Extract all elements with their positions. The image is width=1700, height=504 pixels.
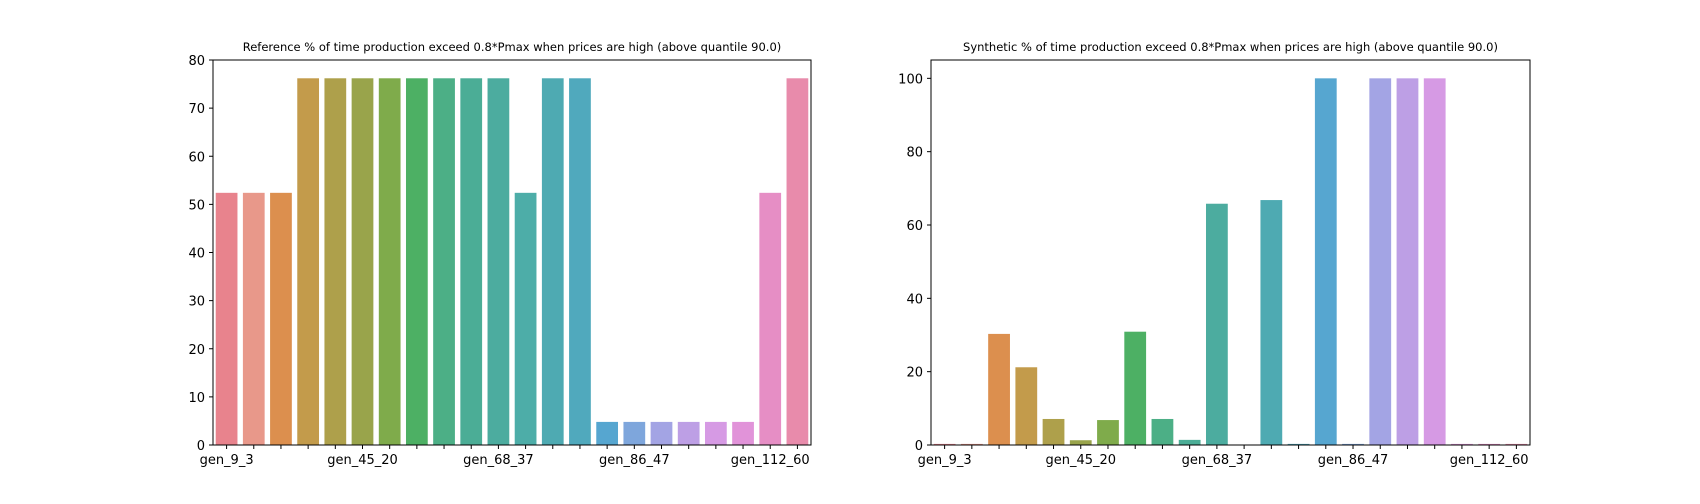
bar bbox=[786, 78, 809, 445]
bar bbox=[650, 421, 673, 445]
bar bbox=[1205, 203, 1228, 445]
x-tick-label: gen_9_3 bbox=[918, 453, 972, 468]
y-tick-label: 0 bbox=[197, 439, 205, 454]
bar bbox=[405, 78, 428, 445]
y-tick-label: 60 bbox=[906, 219, 923, 234]
bar bbox=[297, 78, 320, 445]
bar bbox=[933, 443, 956, 445]
bar bbox=[759, 192, 782, 445]
bar bbox=[433, 78, 455, 445]
bar bbox=[1342, 443, 1364, 445]
bar bbox=[1505, 443, 1528, 445]
bar bbox=[270, 192, 292, 445]
axes-frame bbox=[930, 59, 1531, 446]
bar bbox=[732, 421, 754, 445]
x-tick-label: gen_112_60 bbox=[1450, 453, 1529, 468]
bar bbox=[1396, 78, 1419, 445]
x-tick-label: gen_45_20 bbox=[1045, 453, 1116, 468]
bar bbox=[596, 421, 619, 445]
bar bbox=[1151, 418, 1174, 445]
y-tick-label: 70 bbox=[188, 102, 205, 117]
y-tick-label: 40 bbox=[906, 292, 923, 307]
bar bbox=[1451, 443, 1473, 445]
bar bbox=[1260, 200, 1283, 445]
bar bbox=[988, 333, 1010, 445]
bar bbox=[704, 421, 727, 445]
bar bbox=[460, 78, 483, 445]
y-tick-label: 80 bbox=[188, 54, 205, 69]
y-tick-label: 30 bbox=[188, 295, 205, 310]
bar bbox=[514, 192, 537, 445]
x-tick-label: gen_9_3 bbox=[200, 453, 254, 468]
bar bbox=[541, 78, 564, 445]
axes-frame bbox=[212, 59, 812, 446]
bar bbox=[487, 78, 510, 445]
y-tick-label: 40 bbox=[188, 247, 205, 262]
x-tick-label: gen_68_37 bbox=[463, 453, 534, 468]
bar bbox=[960, 443, 983, 445]
bar bbox=[1478, 443, 1501, 445]
bar bbox=[1015, 367, 1038, 445]
y-tick-label: 80 bbox=[906, 146, 923, 161]
bar bbox=[351, 78, 374, 445]
y-tick-label: 20 bbox=[906, 366, 923, 381]
x-tick-label: gen_86_47 bbox=[599, 453, 670, 468]
bar bbox=[1042, 418, 1065, 445]
bar bbox=[1287, 443, 1310, 445]
x-tick-label: gen_68_37 bbox=[1182, 453, 1253, 468]
bar bbox=[215, 192, 238, 445]
x-tick-label: gen_86_47 bbox=[1318, 453, 1389, 468]
bar bbox=[677, 421, 700, 445]
bar bbox=[378, 78, 401, 445]
bar bbox=[1314, 78, 1337, 445]
bar bbox=[1178, 439, 1201, 445]
y-tick-label: 50 bbox=[188, 198, 205, 213]
y-tick-label: 60 bbox=[188, 150, 205, 165]
bar bbox=[1124, 331, 1147, 445]
y-tick-label: 0 bbox=[915, 439, 923, 454]
bar bbox=[623, 421, 646, 445]
bar bbox=[1423, 78, 1446, 445]
x-tick-label: gen_45_20 bbox=[327, 453, 398, 468]
chart-title: Synthetic % of time production exceed 0.… bbox=[963, 40, 1498, 54]
bar bbox=[324, 78, 347, 445]
y-tick-label: 20 bbox=[188, 343, 205, 358]
bar bbox=[242, 192, 265, 445]
x-tick-label: gen_112_60 bbox=[731, 453, 810, 468]
chart-title: Reference % of time production exceed 0.… bbox=[243, 40, 782, 54]
y-tick-label: 10 bbox=[188, 391, 205, 406]
y-tick-label: 100 bbox=[898, 72, 923, 87]
bar bbox=[569, 78, 591, 445]
bar bbox=[1097, 420, 1119, 445]
bar bbox=[1069, 440, 1092, 445]
bar bbox=[1369, 78, 1392, 445]
